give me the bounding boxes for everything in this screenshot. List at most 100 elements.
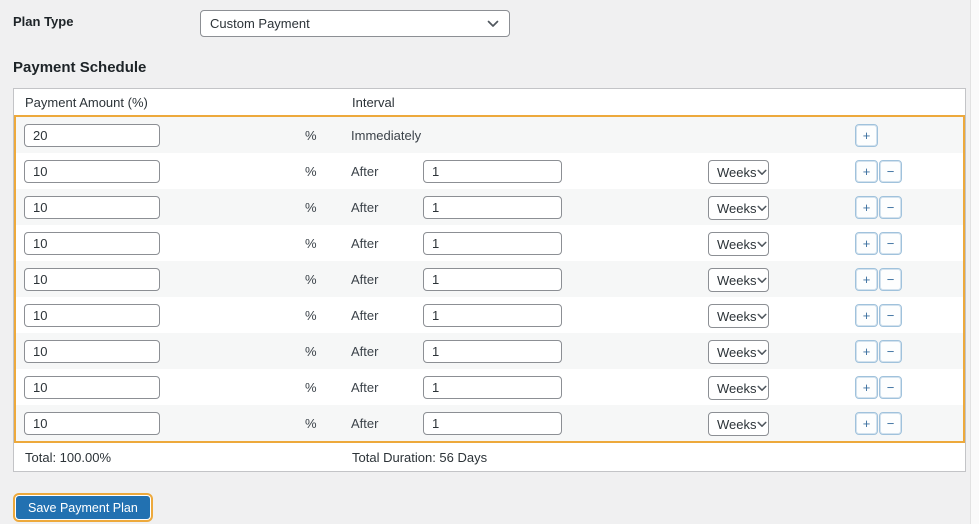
add-row-button[interactable]: + <box>855 196 878 219</box>
interval-when-label: After <box>351 344 379 359</box>
interval-unit-select[interactable]: Weeks <box>708 160 769 184</box>
percent-label: % <box>305 416 317 431</box>
payment-amount-input[interactable] <box>24 340 160 363</box>
remove-row-button[interactable]: − <box>879 376 902 399</box>
column-header-payment-amount: Payment Amount (%) <box>25 95 148 110</box>
chevron-down-icon <box>757 385 766 391</box>
interval-value-input[interactable] <box>423 232 562 255</box>
schedule-row: % Immediately + <box>16 117 963 153</box>
remove-row-button[interactable]: − <box>879 160 902 183</box>
chevron-down-icon <box>757 277 766 283</box>
interval-when-label: Immediately <box>351 128 422 143</box>
interval-when-label: After <box>351 200 379 215</box>
schedule-row: % After Weeks + − <box>16 225 963 261</box>
add-row-button[interactable]: + <box>855 124 878 147</box>
chevron-down-icon <box>487 20 499 27</box>
remove-row-button[interactable]: − <box>879 304 902 327</box>
interval-when-label: After <box>351 416 379 431</box>
schedule-row: % After Weeks + − <box>16 261 963 297</box>
payment-amount-input[interactable] <box>24 232 160 255</box>
plan-type-select[interactable]: Custom Payment <box>200 10 510 37</box>
table-footer: Total: 100.00% Total Duration: 56 Days <box>14 443 965 471</box>
add-row-button[interactable]: + <box>855 232 878 255</box>
interval-value-input[interactable] <box>423 196 562 219</box>
schedule-row: % After Weeks + − <box>16 405 963 441</box>
interval-value-input[interactable] <box>423 304 562 327</box>
interval-unit-select[interactable]: Weeks <box>708 268 769 292</box>
interval-unit-value: Weeks <box>717 272 757 288</box>
interval-when-label: After <box>351 308 379 323</box>
schedule-row: % After Weeks + − <box>16 297 963 333</box>
interval-value-input[interactable] <box>423 412 562 435</box>
payment-amount-input[interactable] <box>24 376 160 399</box>
schedule-row: % After Weeks + − <box>16 153 963 189</box>
schedule-rows-highlight-box: % Immediately + % After Weeks + − % Afte… <box>14 115 965 443</box>
schedule-row: % After Weeks + − <box>16 369 963 405</box>
total-duration: Total Duration: 56 Days <box>352 450 488 465</box>
interval-unit-value: Weeks <box>717 164 757 180</box>
payment-amount-input[interactable] <box>24 196 160 219</box>
add-row-button[interactable]: + <box>855 268 878 291</box>
payment-amount-input[interactable] <box>24 268 160 291</box>
payment-schedule-heading: Payment Schedule <box>13 59 147 76</box>
interval-unit-select[interactable]: Weeks <box>708 304 769 328</box>
percent-label: % <box>305 164 317 179</box>
remove-row-button[interactable]: − <box>879 340 902 363</box>
percent-label: % <box>305 128 317 143</box>
percent-label: % <box>305 200 317 215</box>
interval-unit-select[interactable]: Weeks <box>708 196 769 220</box>
interval-unit-value: Weeks <box>717 380 757 396</box>
percent-label: % <box>305 236 317 251</box>
percent-label: % <box>305 308 317 323</box>
interval-unit-value: Weeks <box>717 200 757 216</box>
interval-unit-value: Weeks <box>717 236 757 252</box>
remove-row-button[interactable]: − <box>879 412 902 435</box>
plan-type-selected-value: Custom Payment <box>210 16 310 31</box>
interval-unit-select[interactable]: Weeks <box>708 340 769 364</box>
percent-label: % <box>305 344 317 359</box>
schedule-row: % After Weeks + − <box>16 333 963 369</box>
interval-when-label: After <box>351 380 379 395</box>
add-row-button[interactable]: + <box>855 340 878 363</box>
interval-unit-select[interactable]: Weeks <box>708 232 769 256</box>
schedule-row: % After Weeks + − <box>16 189 963 225</box>
save-payment-plan-button[interactable]: Save Payment Plan <box>16 496 150 519</box>
table-header: Payment Amount (%) Interval <box>14 89 965 115</box>
total-percentage: Total: 100.00% <box>25 450 112 465</box>
remove-row-button[interactable]: − <box>879 232 902 255</box>
interval-unit-value: Weeks <box>717 416 757 432</box>
chevron-down-icon <box>757 421 766 427</box>
chevron-down-icon <box>757 205 766 211</box>
chevron-down-icon <box>757 169 766 175</box>
plan-type-label: Plan Type <box>13 14 74 29</box>
payment-amount-input[interactable] <box>24 160 160 183</box>
interval-value-input[interactable] <box>423 376 562 399</box>
payment-amount-input[interactable] <box>24 124 160 147</box>
interval-when-label: After <box>351 164 379 179</box>
interval-value-input[interactable] <box>423 268 562 291</box>
interval-unit-value: Weeks <box>717 344 757 360</box>
percent-label: % <box>305 380 317 395</box>
interval-value-input[interactable] <box>423 340 562 363</box>
chevron-down-icon <box>757 313 766 319</box>
interval-unit-value: Weeks <box>717 308 757 324</box>
interval-value-input[interactable] <box>423 160 562 183</box>
remove-row-button[interactable]: − <box>879 268 902 291</box>
column-header-interval: Interval <box>352 95 395 110</box>
add-row-button[interactable]: + <box>855 376 878 399</box>
add-row-button[interactable]: + <box>855 304 878 327</box>
interval-unit-select[interactable]: Weeks <box>708 412 769 436</box>
interval-when-label: After <box>351 272 379 287</box>
interval-when-label: After <box>351 236 379 251</box>
interval-unit-select[interactable]: Weeks <box>708 376 769 400</box>
remove-row-button[interactable]: − <box>879 196 902 219</box>
chevron-down-icon <box>757 349 766 355</box>
percent-label: % <box>305 272 317 287</box>
page-scrollbar[interactable] <box>970 0 979 524</box>
add-row-button[interactable]: + <box>855 160 878 183</box>
payment-schedule-table: Payment Amount (%) Interval % Immediatel… <box>13 88 966 472</box>
add-row-button[interactable]: + <box>855 412 878 435</box>
payment-amount-input[interactable] <box>24 412 160 435</box>
payment-amount-input[interactable] <box>24 304 160 327</box>
chevron-down-icon <box>757 241 766 247</box>
